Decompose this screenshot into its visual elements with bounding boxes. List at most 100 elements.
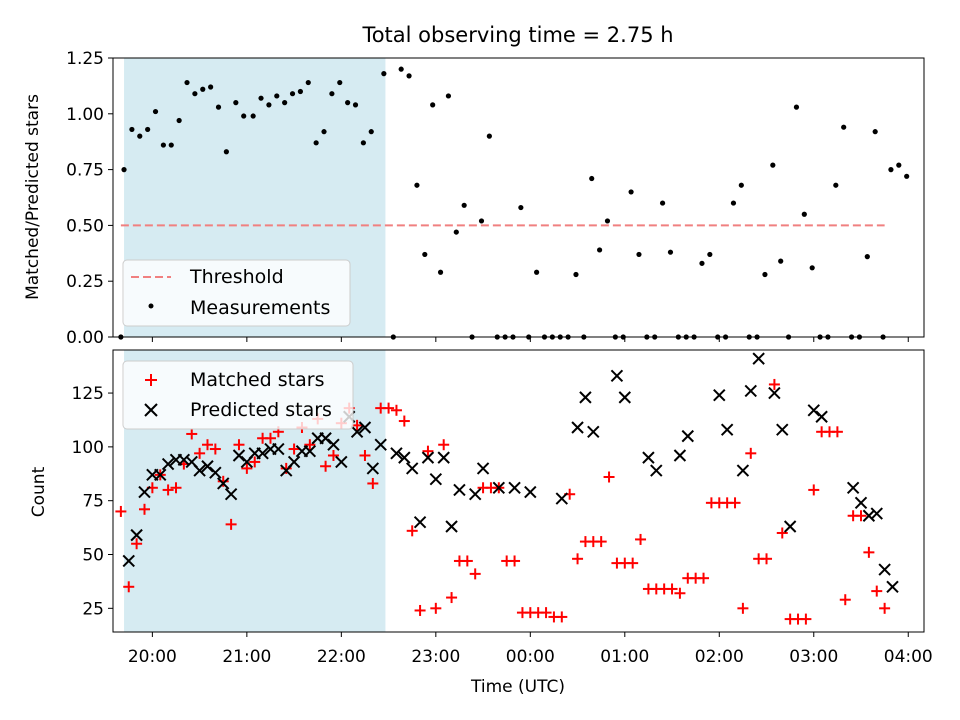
measurement-point bbox=[486, 133, 492, 139]
measurement-point bbox=[297, 88, 303, 95]
measurement-point bbox=[872, 129, 878, 135]
x-tick-label: 20:00 bbox=[128, 647, 177, 667]
matched-star-point bbox=[280, 462, 292, 474]
predicted-star-point bbox=[350, 425, 364, 439]
top-y-ticks: 0.00 0.25 0.50 0.75 1.00 1.25 bbox=[66, 49, 113, 348]
predicted-star-point bbox=[209, 466, 222, 479]
top-y-tick-label: 0.75 bbox=[66, 161, 104, 181]
x-tick-label: 01:00 bbox=[600, 647, 649, 667]
predicted-star-point bbox=[476, 462, 490, 475]
predicted-star-point bbox=[303, 444, 317, 458]
measurement-point bbox=[864, 254, 870, 260]
predicted-star-point bbox=[571, 421, 584, 434]
matched-star-point bbox=[871, 585, 883, 597]
matched-star-point bbox=[776, 527, 788, 539]
matched-star-point bbox=[761, 553, 773, 565]
predicted-star-point bbox=[720, 423, 734, 436]
measurement-point bbox=[573, 271, 579, 278]
predicted-star-point bbox=[492, 481, 506, 494]
top-y-tick-label: 1.25 bbox=[66, 49, 104, 69]
top-y-tick-label: 0.50 bbox=[66, 216, 104, 236]
bottom-panel: 25 50 75 100 125 20:00 21:00 22:00 23:00 00:00 01… bbox=[29, 349, 933, 697]
matched-star-point bbox=[131, 538, 143, 550]
bottom-y-tick-label: 125 bbox=[72, 384, 104, 404]
matched-star-point bbox=[831, 426, 843, 438]
measurement-point bbox=[241, 113, 247, 119]
predicted-star-point bbox=[429, 472, 443, 486]
measurement-point bbox=[445, 93, 452, 99]
matched-star-point bbox=[162, 484, 174, 496]
measurement-point bbox=[168, 142, 174, 148]
matched-star-point bbox=[572, 553, 584, 565]
bottom-y-ticks: 25 50 75 100 125 bbox=[72, 384, 113, 619]
top-legend: Threshold Measurements bbox=[122, 259, 351, 327]
top-x-ticks bbox=[151, 337, 909, 342]
matched-star-point bbox=[406, 525, 418, 537]
x-tick-label: 22:00 bbox=[317, 647, 366, 667]
predicted-star-point bbox=[366, 462, 380, 475]
matched-legend-label: Matched stars bbox=[190, 369, 324, 391]
matched-star-point bbox=[217, 475, 229, 487]
matched-star-point bbox=[138, 503, 150, 515]
predicted-star-point bbox=[736, 464, 750, 477]
x-axis-label: Time (UTC) bbox=[470, 677, 565, 697]
x-tick-label: 23:00 bbox=[411, 647, 460, 667]
measurement-point bbox=[129, 126, 135, 133]
bottom-y-axis-label: Count bbox=[29, 466, 49, 517]
matched-star-point bbox=[855, 510, 867, 522]
matched-star-point bbox=[304, 439, 316, 451]
top-panel: 0.00 0.25 0.50 0.75 1.00 1.25 Total observing… bbox=[23, 23, 925, 348]
predicted-star-point bbox=[287, 455, 301, 469]
matched-star-point bbox=[390, 404, 402, 416]
matched-star-point bbox=[383, 402, 395, 414]
matched-star-point bbox=[627, 557, 639, 569]
measurement-point bbox=[604, 218, 611, 224]
measurement-point bbox=[534, 269, 540, 275]
matched-star-point bbox=[800, 613, 812, 625]
matched-star-point bbox=[414, 604, 426, 616]
predicted-star-point bbox=[193, 464, 206, 477]
measurement-point bbox=[414, 182, 420, 188]
predicted-star-point bbox=[815, 410, 828, 423]
measurement-point bbox=[266, 102, 272, 108]
matched-star-point bbox=[186, 428, 198, 440]
measurement-point bbox=[305, 79, 311, 86]
x-tick-label: 21:00 bbox=[222, 647, 271, 667]
measurement-point bbox=[778, 258, 784, 264]
predicted-star-point bbox=[358, 421, 372, 434]
matched-star-point bbox=[595, 536, 607, 548]
predicted-star-point bbox=[776, 423, 789, 436]
threshold-legend-label: Threshold bbox=[189, 266, 284, 288]
predicted-star-point bbox=[201, 460, 214, 473]
predicted-star-point bbox=[744, 384, 757, 398]
x-tick-label: 02:00 bbox=[695, 647, 744, 667]
measurements-legend-label: Measurements bbox=[190, 297, 330, 319]
predicted-star-point bbox=[154, 468, 167, 482]
predicted-star-point bbox=[413, 516, 427, 529]
measurement-point bbox=[453, 229, 459, 235]
measurement-point bbox=[360, 140, 366, 146]
measurement-point bbox=[762, 271, 768, 278]
predicted-star-point bbox=[374, 438, 387, 451]
measurement-point bbox=[461, 202, 467, 208]
matched-star-point bbox=[398, 415, 410, 427]
matched-star-point bbox=[233, 439, 245, 451]
predicted-star-point bbox=[224, 488, 238, 501]
measurement-point bbox=[176, 117, 182, 124]
predicted-star-point bbox=[177, 453, 191, 466]
measurement-point bbox=[321, 129, 327, 135]
matched-star-point bbox=[666, 583, 678, 595]
matched-star-point bbox=[737, 602, 749, 614]
measurement-point bbox=[352, 102, 359, 108]
predicted-star-point bbox=[886, 580, 899, 594]
matched-star-point bbox=[264, 432, 276, 444]
matched-star-point bbox=[768, 378, 780, 390]
predicted-stars-points bbox=[122, 352, 899, 594]
predicted-star-point bbox=[807, 404, 820, 417]
predicted-star-point bbox=[508, 481, 521, 494]
x-tick-label: 00:00 bbox=[506, 647, 555, 667]
measurement-point bbox=[250, 113, 256, 119]
measurement-point bbox=[833, 182, 839, 188]
predicted-star-point bbox=[130, 528, 143, 542]
matched-star-point bbox=[446, 592, 458, 604]
